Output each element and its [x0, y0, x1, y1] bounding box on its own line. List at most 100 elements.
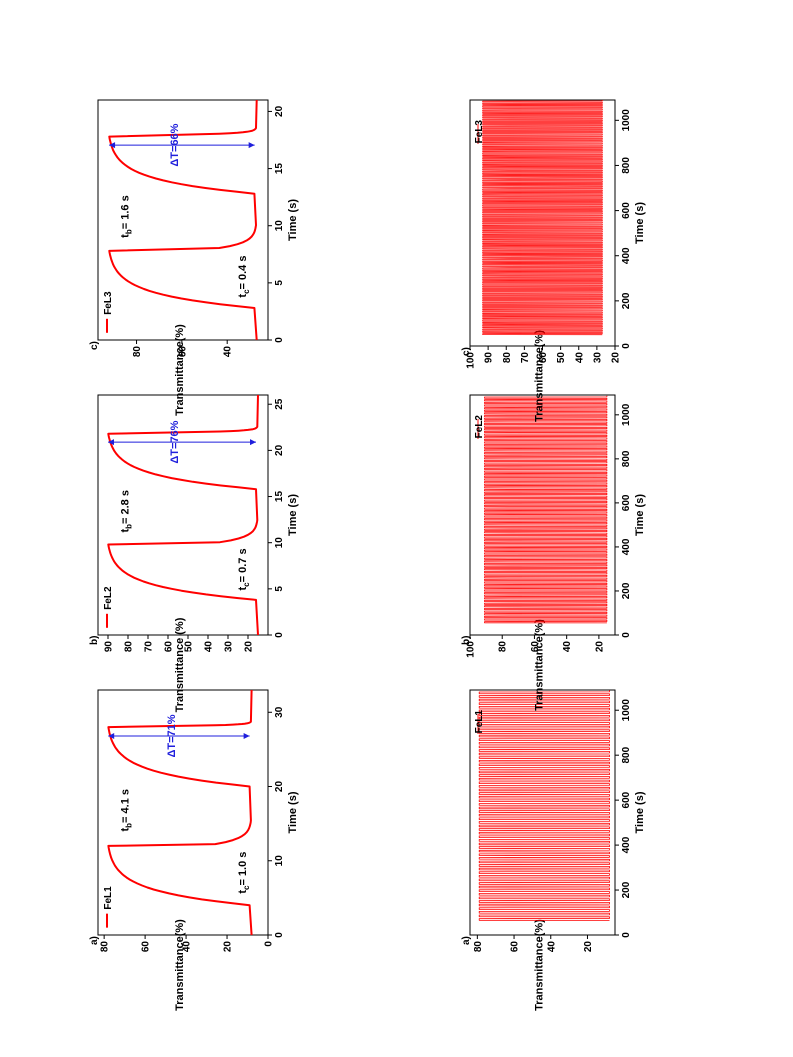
x-tick-label: 1000 [621, 109, 632, 132]
y-axis-title: Transmittance(%) [534, 330, 546, 422]
x-axis-title: Time (s) [634, 791, 646, 833]
series-line-FeL2 [484, 395, 608, 624]
panel-label: b) [461, 636, 472, 645]
tc-annotation: tc= 1.0 s [237, 852, 251, 894]
x-tick-label: 5 [274, 586, 285, 592]
x-tick-label: 0 [621, 343, 632, 349]
y-tick-label: 40 [574, 352, 585, 364]
chart-panel-2: 20 30 40 50 60 70 80 90 0 5 10 15 20 25 Time (s) Transm… [89, 394, 299, 712]
legend-label: FeL2 [103, 586, 114, 610]
legend-label: FeL1 [474, 710, 485, 734]
plot-frame [97, 689, 269, 936]
x-tick-label: 0 [274, 632, 285, 638]
delta-arrowhead-high [108, 733, 115, 740]
x-tick-label: 800 [621, 157, 632, 174]
y-tick-label: 80 [132, 346, 143, 358]
x-tick-label: 25 [274, 398, 285, 410]
legend-label: FeL3 [474, 120, 485, 144]
y-tick-label: 20 [594, 641, 605, 653]
y-tick-label: 60 [510, 941, 521, 953]
x-tick-label: 1000 [621, 699, 632, 722]
y-tick-label: 80 [498, 641, 509, 653]
tb-annotation: tb= 4.1 s [119, 789, 133, 832]
x-tick-label: 10 [274, 855, 285, 867]
panel-label: a) [89, 936, 100, 945]
x-tick-label: 800 [621, 450, 632, 467]
panel-label: c) [89, 341, 100, 350]
x-tick-label: 1000 [621, 403, 632, 426]
x-tick-label: 10 [274, 220, 285, 232]
tb-annotation: tb= 1.6 s [119, 195, 133, 238]
y-tick-label: 70 [144, 641, 155, 653]
plot-frame [469, 689, 616, 936]
series-line-FeL3 [482, 100, 603, 336]
chart-panel-1: 0 20 40 60 80 0 10 20 30 Time (s) Transmittance(%)… [89, 689, 299, 1011]
y-tick-label: 40 [223, 346, 234, 358]
y-axis-title: Transmittance(%) [534, 619, 546, 711]
delta-label: ΔT=66% [169, 123, 181, 166]
y-tick-label: 90 [484, 352, 495, 364]
y-axis-title: Transmittance(%) [174, 324, 186, 416]
tc-annotation: tc= 0.7 s [237, 548, 251, 590]
legend-label: FeL2 [474, 415, 485, 439]
panel-label: a) [461, 936, 472, 945]
y-tick-label: 100 [466, 641, 477, 658]
y-tick-label: 20 [223, 941, 234, 953]
y-tick-label: 60 [164, 641, 175, 653]
y-axis-title: Transmittance (%) [174, 617, 186, 712]
x-tick-label: 20 [274, 781, 285, 793]
y-tick-label: 60 [177, 346, 188, 358]
y-tick-label: 80 [473, 941, 484, 953]
y-tick-label: 70 [520, 352, 531, 364]
y-tick-label: 50 [556, 352, 567, 364]
x-tick-label: 20 [274, 444, 285, 456]
x-tick-label: 200 [621, 881, 632, 898]
plot-frame [97, 394, 269, 636]
y-tick-label: 80 [502, 352, 513, 364]
x-tick-label: 0 [274, 932, 285, 938]
panel-label: b) [89, 636, 100, 645]
y-tick-label: 20 [583, 941, 594, 953]
tc-annotation: tc= 0.4 s [237, 256, 251, 298]
y-axis-title: Transmittance(%) [174, 919, 186, 1011]
series-line-FeL2 [107, 394, 259, 636]
x-axis-title: Time (s) [287, 494, 299, 536]
y-tick-label: 60 [530, 641, 541, 653]
x-tick-label: 15 [274, 491, 285, 503]
x-tick-label: 10 [274, 537, 285, 549]
x-axis-title: Time (s) [634, 494, 646, 536]
delta-label: ΔT=76% [169, 420, 181, 463]
x-tick-label: 0 [621, 632, 632, 638]
y-tick-label: 20 [611, 352, 622, 364]
x-axis-title: Time (s) [287, 199, 299, 241]
x-tick-label: 600 [621, 791, 632, 808]
y-tick-label: 40 [182, 941, 193, 953]
tb-annotation: tb= 2.8 s [119, 490, 133, 533]
legend-label: FeL1 [103, 886, 114, 910]
x-tick-label: 400 [621, 836, 632, 853]
plot-frame [97, 99, 269, 341]
y-tick-label: 40 [204, 641, 215, 653]
series-line-FeL1 [478, 690, 610, 921]
x-tick-label: 600 [621, 202, 632, 219]
delta-arrowhead-low [243, 733, 250, 740]
panel-label: c) [461, 347, 472, 356]
x-tick-label: 400 [621, 247, 632, 264]
y-tick-label: 80 [124, 641, 135, 653]
y-tick-label: 40 [546, 941, 557, 953]
y-tick-label: 0 [264, 941, 275, 947]
delta-label: ΔT=71% [166, 714, 178, 757]
x-tick-label: 400 [621, 538, 632, 555]
x-tick-label: 20 [274, 105, 285, 117]
y-tick-label: 100 [466, 352, 477, 369]
x-axis-title: Time (s) [287, 791, 299, 833]
y-axis-title: Transmittance(%) [534, 919, 546, 1011]
series-line-FeL3 [108, 99, 258, 341]
chart-panel-3: 40 60 80 0 5 10 15 20 Time (s) Transmittance(%) c)… [89, 99, 299, 416]
x-tick-label: 5 [274, 280, 285, 286]
chart-panel-6: 203040506070809010002004006008001000Time… [461, 99, 646, 422]
x-tick-label: 200 [621, 292, 632, 309]
y-tick-label: 80 [100, 941, 111, 953]
